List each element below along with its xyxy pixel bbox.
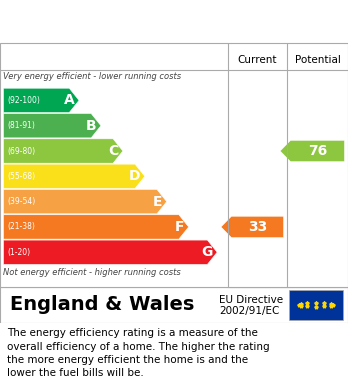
Text: 76: 76	[308, 144, 327, 158]
Text: C: C	[109, 144, 119, 158]
Polygon shape	[221, 216, 284, 238]
Text: (69-80): (69-80)	[8, 147, 36, 156]
Text: EU Directive: EU Directive	[219, 295, 283, 305]
Polygon shape	[280, 140, 345, 162]
Text: (92-100): (92-100)	[8, 96, 40, 105]
Text: (55-68): (55-68)	[8, 172, 36, 181]
Text: F: F	[175, 220, 184, 234]
Text: Not energy efficient - higher running costs: Not energy efficient - higher running co…	[3, 268, 181, 277]
Polygon shape	[3, 113, 101, 138]
Polygon shape	[3, 164, 145, 188]
Text: England & Wales: England & Wales	[10, 296, 195, 314]
Text: B: B	[86, 119, 97, 133]
Text: Current: Current	[238, 54, 277, 65]
Polygon shape	[3, 240, 217, 264]
Text: D: D	[129, 169, 141, 183]
Text: 2002/91/EC: 2002/91/EC	[219, 306, 279, 316]
Text: Very energy efficient - lower running costs: Very energy efficient - lower running co…	[3, 72, 182, 81]
Polygon shape	[3, 139, 123, 163]
Text: (39-54): (39-54)	[8, 197, 36, 206]
Text: (1-20): (1-20)	[8, 248, 31, 257]
Text: (21-38): (21-38)	[8, 222, 35, 231]
Text: G: G	[201, 245, 213, 259]
Polygon shape	[3, 190, 167, 214]
Polygon shape	[3, 88, 79, 113]
Polygon shape	[3, 215, 189, 239]
Text: Potential: Potential	[295, 54, 340, 65]
Text: (81-91): (81-91)	[8, 121, 35, 130]
Bar	[289, 290, 343, 320]
Text: 33: 33	[248, 220, 267, 234]
Text: E: E	[153, 195, 163, 209]
Text: Energy Efficiency Rating: Energy Efficiency Rating	[10, 11, 258, 30]
Text: The energy efficiency rating is a measure of the
overall efficiency of a home. T: The energy efficiency rating is a measur…	[7, 328, 270, 378]
Text: A: A	[64, 93, 75, 108]
